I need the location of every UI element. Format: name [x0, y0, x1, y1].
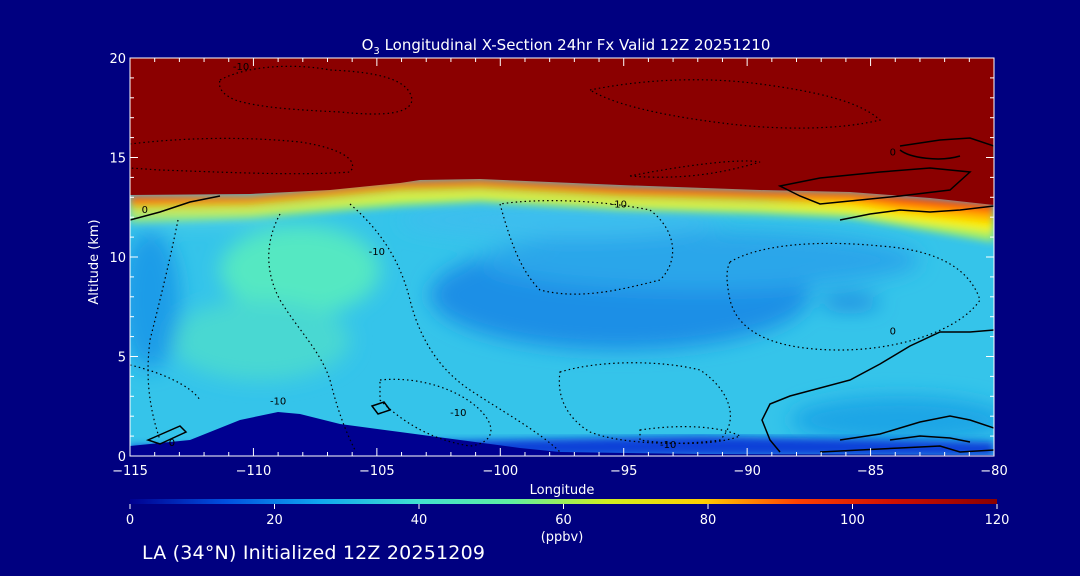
ozone-field-blobs [130, 198, 994, 444]
y-tick-label: 15 [109, 152, 126, 167]
plot-area [130, 58, 994, 456]
y-tick-label: 20 [109, 52, 126, 67]
colorbar-unit-label: (ppbv) [541, 530, 584, 545]
band-yellow2 [130, 190, 994, 232]
y-tick-label: 5 [118, 351, 126, 366]
x-tick-label: −85 [857, 464, 884, 479]
x-tick-label: −95 [610, 464, 637, 479]
colorbar-tick-label: 120 [985, 513, 1010, 528]
init-caption: LA (34°N) Initialized 12Z 20251209 [142, 542, 486, 564]
x-tick-label: −115 [112, 464, 148, 479]
contour-label: 0 [169, 438, 175, 449]
band-yellow [130, 196, 994, 242]
solid-contours [130, 137, 994, 453]
chart-title: O3 Longitudinal X-Section 24hr Fx Valid … [362, 36, 771, 57]
contour-label: 0 [890, 148, 896, 159]
band-orange [130, 182, 994, 222]
contour-label: 0 [890, 327, 896, 338]
contour-label: -10 [611, 199, 627, 210]
contour-label: -10 [660, 440, 676, 451]
y-tick-label: 0 [118, 450, 126, 465]
colorbar-tick-label: 80 [700, 513, 717, 528]
x-tick-label: −90 [733, 464, 760, 479]
colorbar-ticks: 0 20 40 60 80 100 120 [126, 504, 1010, 528]
y-tick-label: 10 [109, 251, 126, 266]
y-axis: 0 5 10 15 20 [109, 52, 994, 465]
dotted-contours [130, 65, 981, 453]
contour-label: -10 [233, 62, 249, 73]
x-axis: −115 −110 −105 −100 −95 −90 −85 −80 [112, 58, 1008, 479]
colorbar-tick-label: 60 [555, 513, 572, 528]
y-axis-label: Altitude (km) [87, 219, 102, 304]
terrain-mask [130, 412, 994, 456]
contour-label: -10 [369, 247, 385, 258]
colorbar-tick-label: 100 [840, 513, 865, 528]
contour-labels: -10 0 -10 -10 -10 -10 -10 0 0 0 [142, 62, 896, 451]
x-tick-label: −105 [359, 464, 395, 479]
x-tick-label: −110 [236, 464, 272, 479]
colorbar [130, 499, 997, 504]
contour-label: 0 [142, 205, 148, 216]
contour-label: -10 [270, 396, 286, 407]
x-axis-label: Longitude [530, 483, 595, 498]
colorbar-tick-label: 20 [266, 513, 283, 528]
colorbar-tick-label: 0 [126, 513, 134, 528]
x-tick-label: −80 [980, 464, 1007, 479]
colorbar-tick-label: 40 [411, 513, 428, 528]
x-tick-label: −100 [482, 464, 518, 479]
stratosphere-region [130, 58, 994, 205]
contour-label: -10 [450, 408, 466, 419]
